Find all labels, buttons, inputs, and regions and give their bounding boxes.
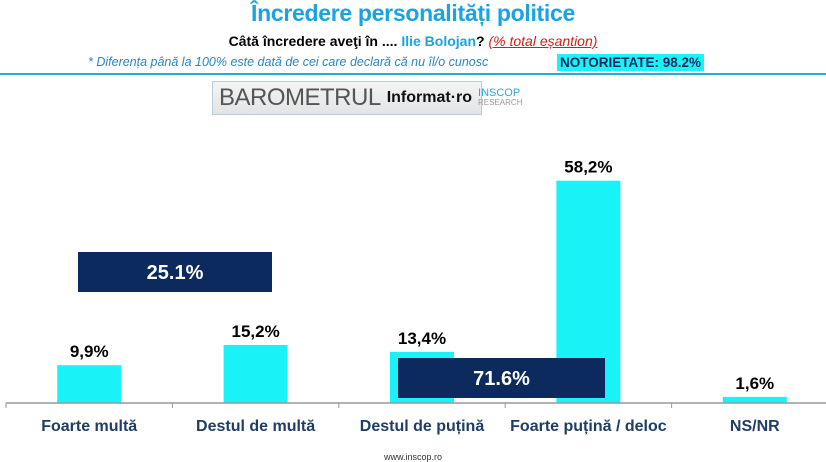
person-name: Ilie Bolojan [401, 33, 477, 49]
bar [223, 344, 288, 403]
chart-title: Încredere personalități politice [250, 0, 575, 26]
value-label: 1,6% [735, 374, 774, 393]
category-label: Foarte multă [41, 418, 137, 435]
group-total-label: 71.6% [473, 368, 530, 390]
notoriety-badge: NOTORIETATE: 98.2% [557, 54, 705, 71]
value-label: 13,4% [398, 329, 446, 348]
question-prefix: Câtă încredere aveţi în .... [228, 33, 398, 49]
bar [722, 396, 787, 403]
value-label: 9,9% [70, 342, 109, 361]
informat-logo: Informat·ro [386, 89, 473, 106]
value-label: 15,2% [231, 322, 279, 341]
category-label: NS/NR [730, 418, 780, 435]
group-total-box [78, 252, 272, 292]
category-label: Destul de puțină [360, 418, 485, 435]
value-label: 58,2% [564, 158, 612, 177]
question-mark: ? [476, 33, 485, 49]
research-text: RESEARCH [478, 98, 523, 107]
inscop-logo: INSCOP RESEARCH [478, 88, 522, 108]
difference-note: * Diferența până la 100% este dată de ce… [88, 55, 489, 69]
divider [0, 73, 826, 75]
barometer-logo: BAROMETRUL Informat·ro INSCOP RESEARCH [212, 81, 522, 115]
category-label: Foarte puțină / deloc [510, 418, 667, 435]
category-label: Destul de multă [196, 418, 315, 435]
question: Câtă încredere aveţi în .... Ilie Boloja… [0, 33, 826, 49]
inscop-text: INSCOP [478, 87, 521, 99]
bar [57, 365, 122, 403]
group-total-box [398, 358, 605, 398]
base-note: (% total eșantion) [488, 33, 598, 49]
footer-url: www.inscop.ro [383, 452, 443, 462]
barometer-text: BAROMETRUL [219, 84, 381, 111]
group-total-label: 25.1% [147, 262, 204, 284]
